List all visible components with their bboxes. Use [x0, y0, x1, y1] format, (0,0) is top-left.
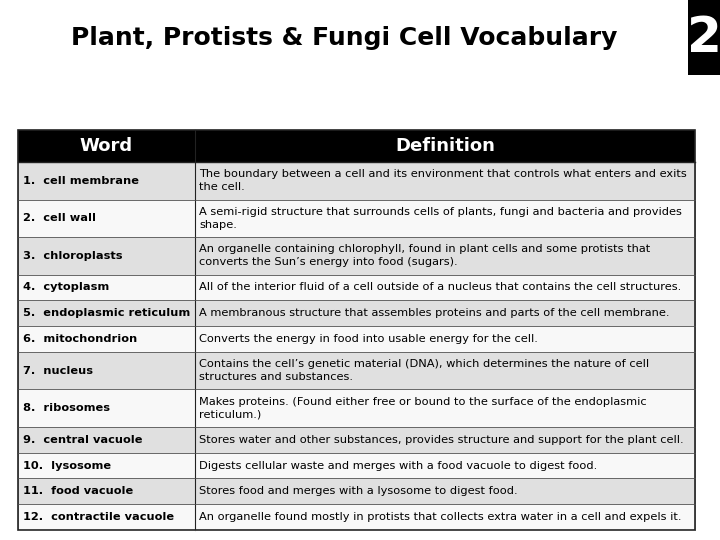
- Text: 3.  chloroplasts: 3. chloroplasts: [23, 251, 122, 261]
- Text: A semi-rigid structure that surrounds cells of plants, fungi and bacteria and pr: A semi-rigid structure that surrounds ce…: [199, 207, 682, 229]
- Text: 10.  lysosome: 10. lysosome: [23, 461, 111, 470]
- Bar: [18, 274, 695, 300]
- Text: 2: 2: [687, 14, 720, 62]
- Text: An organelle containing chlorophyll, found in plant cells and some protists that: An organelle containing chlorophyll, fou…: [199, 245, 650, 267]
- Text: A membranous structure that assembles proteins and parts of the cell membrane.: A membranous structure that assembles pr…: [199, 308, 670, 318]
- Text: Plant, Protists & Fungi Cell Vocabulary: Plant, Protists & Fungi Cell Vocabulary: [71, 25, 617, 50]
- Bar: [18, 162, 695, 199]
- Text: Digests cellular waste and merges with a food vacuole to digest food.: Digests cellular waste and merges with a…: [199, 461, 598, 470]
- Text: Stores food and merges with a lysosome to digest food.: Stores food and merges with a lysosome t…: [199, 487, 518, 496]
- Bar: [18, 453, 695, 478]
- Bar: [688, 0, 720, 75]
- Text: Stores water and other substances, provides structure and support for the plant : Stores water and other substances, provi…: [199, 435, 683, 445]
- Text: 8.  ribosomes: 8. ribosomes: [23, 403, 110, 413]
- Bar: [18, 389, 695, 427]
- Text: 1.  cell membrane: 1. cell membrane: [23, 176, 139, 186]
- Bar: [18, 326, 695, 352]
- Bar: [18, 130, 695, 530]
- Text: All of the interior fluid of a cell outside of a nucleus that contains the cell : All of the interior fluid of a cell outs…: [199, 282, 681, 292]
- Text: Definition: Definition: [395, 137, 495, 155]
- Bar: [18, 504, 695, 530]
- Bar: [18, 199, 695, 237]
- Text: Contains the cell’s genetic material (DNA), which determines the nature of cell
: Contains the cell’s genetic material (DN…: [199, 359, 649, 382]
- Bar: [18, 478, 695, 504]
- Text: 4.  cytoplasm: 4. cytoplasm: [23, 282, 109, 292]
- Bar: [18, 130, 695, 162]
- Text: 12.  contractile vacuole: 12. contractile vacuole: [23, 512, 174, 522]
- Text: 11.  food vacuole: 11. food vacuole: [23, 487, 133, 496]
- Text: 5.  endoplasmic reticulum: 5. endoplasmic reticulum: [23, 308, 190, 318]
- Text: An organelle found mostly in protists that collects extra water in a cell and ex: An organelle found mostly in protists th…: [199, 512, 682, 522]
- Text: 9.  central vacuole: 9. central vacuole: [23, 435, 143, 445]
- Bar: [18, 352, 695, 389]
- Bar: [18, 300, 695, 326]
- Text: Makes proteins. (Found either free or bound to the surface of the endoplasmic
re: Makes proteins. (Found either free or bo…: [199, 397, 647, 420]
- Bar: [18, 427, 695, 453]
- Text: The boundary between a cell and its environment that controls what enters and ex: The boundary between a cell and its envi…: [199, 170, 687, 192]
- Text: 6.  mitochondrion: 6. mitochondrion: [23, 334, 138, 344]
- Text: Word: Word: [80, 137, 133, 155]
- Bar: [18, 237, 695, 274]
- Text: 2.  cell wall: 2. cell wall: [23, 213, 96, 223]
- Text: Converts the energy in food into usable energy for the cell.: Converts the energy in food into usable …: [199, 334, 538, 344]
- Text: 7.  nucleus: 7. nucleus: [23, 366, 93, 376]
